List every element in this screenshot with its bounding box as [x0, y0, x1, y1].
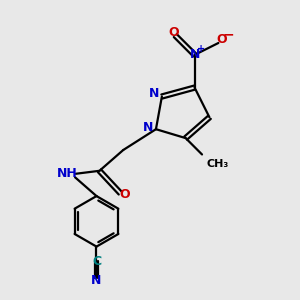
Text: O: O: [216, 33, 226, 46]
Text: NH: NH: [56, 167, 77, 180]
Text: +: +: [197, 44, 205, 54]
Text: O: O: [119, 188, 130, 201]
Text: N: N: [149, 87, 160, 100]
Text: −: −: [222, 28, 234, 42]
Text: N: N: [143, 121, 154, 134]
Text: CH₃: CH₃: [206, 159, 229, 169]
Text: N: N: [91, 274, 102, 287]
Text: N: N: [189, 48, 200, 62]
Text: O: O: [169, 26, 179, 38]
Text: C: C: [92, 255, 101, 268]
